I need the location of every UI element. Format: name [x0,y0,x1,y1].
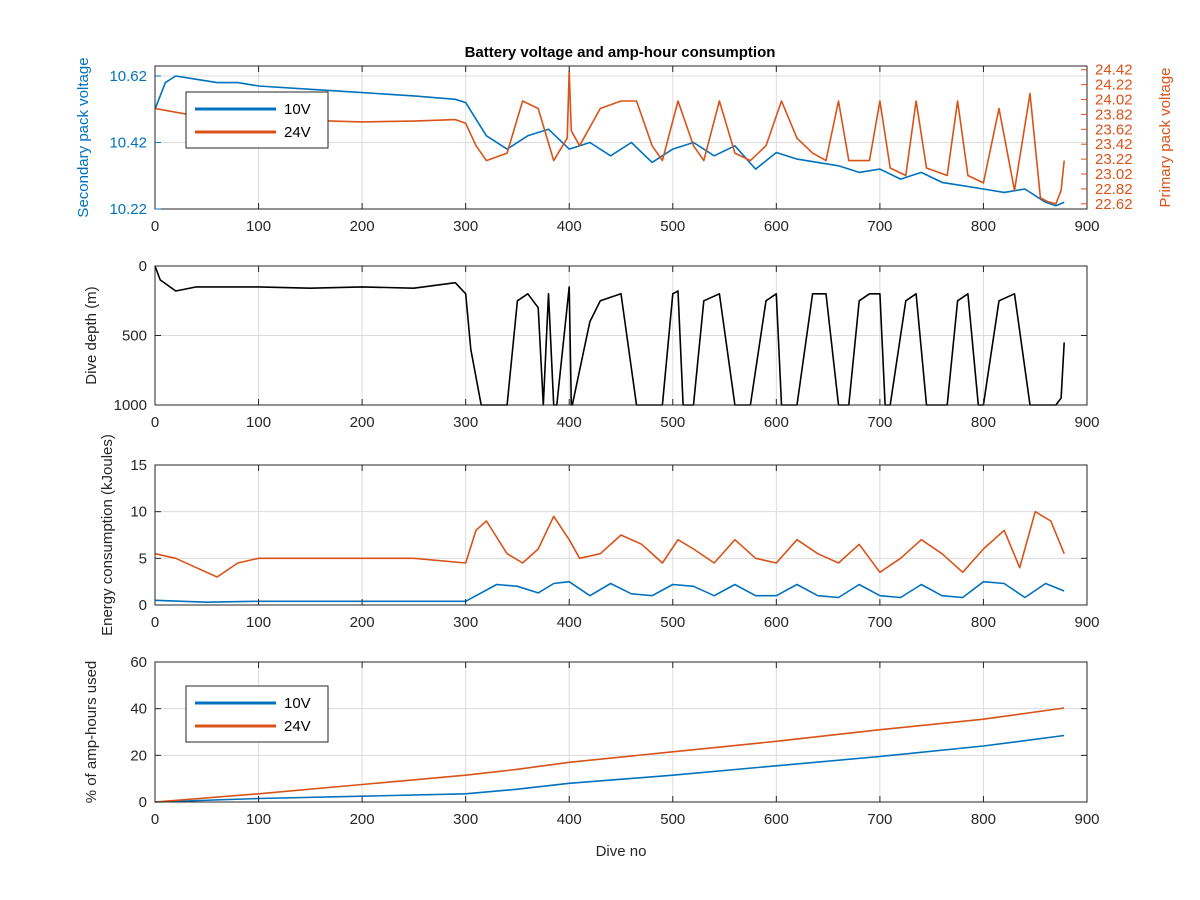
legend-box [185,685,329,743]
x-tick-label: 200 [350,811,375,828]
y-axis-label: % of amp-hours used [83,661,100,804]
x-tick-label: 100 [246,811,271,828]
x-tick-label: 500 [660,414,685,431]
x-tick-label: 300 [453,614,478,631]
x-tick-label: 0 [151,414,159,431]
y-tick-label-right: 23.42 [1095,136,1133,153]
y-tick-label: 0 [139,794,147,811]
x-tick-label: 100 [246,218,271,235]
y-tick-label: 500 [122,328,147,345]
y-tick-label: 0 [139,597,147,614]
series-line-24v [154,70,1065,205]
x-tick-label: 700 [867,218,892,235]
x-tick-label: 400 [557,218,582,235]
y-tick-label-right: 24.42 [1095,62,1133,79]
series-line-10v [154,75,1065,207]
y-axis-label: Dive depth (m) [83,286,100,384]
x-tick-label: 800 [971,218,996,235]
plot-area: 0 100 200 300 400 500 600 700 800 90010.2210.4210… [75,57,1174,860]
subplot-2: 0 100 200 300 400 500 600 700 800 900 0 500 1000 Dive… [83,258,1100,431]
x-tick-label: 100 [246,614,271,631]
x-tick-label: 0 [151,614,159,631]
x-tick-label: 300 [453,811,478,828]
y-tick-label-right: 23.22 [1095,151,1133,168]
y-axis-label: Secondary pack voltage [75,57,92,217]
y-tick-label: 0 [139,258,147,275]
x-tick-label: 400 [557,414,582,431]
x-tick-label: 0 [151,218,159,235]
x-tick-label: 600 [764,614,789,631]
y-tick-label: 5 [139,550,147,567]
x-tick-label: 800 [971,811,996,828]
x-tick-label: 900 [1074,614,1099,631]
subplot-1: 0 100 200 300 400 500 600 700 800 900 10.22 10.42 10… [75,57,1174,235]
x-tick-label: 600 [764,218,789,235]
y-axis-label-right: Primary pack voltage [1157,67,1174,207]
y-axis-label: Energy consumption (kJoules) [99,434,116,636]
y-tick-label-right: 23.82 [1095,106,1133,123]
y-tick-label: 10.22 [109,201,147,218]
x-tick-label: 500 [660,811,685,828]
y-tick-label-right: 24.22 [1095,77,1133,94]
x-tick-label: 400 [557,811,582,828]
axes-box [154,464,1088,606]
x-tick-label: 800 [971,414,996,431]
series-line-line-1 [154,510,1065,578]
y-tick-label: 20 [130,747,147,764]
legend-label-10v: 10V [284,695,311,712]
x-tick-label: 900 [1074,414,1099,431]
legend-label-24v: 24V [284,124,311,141]
legend-label-10v: 10V [284,101,311,118]
subplot-3: 0 100 200 300 400 500 600 700 800 900 0 5 10 15 Energy… [99,434,1100,636]
x-tick-label: 200 [350,414,375,431]
subplot-4: 0 100 200 300 400 500 600 700 800 900 0 20 40 60 % of … [83,654,1100,860]
x-axis-label: Dive no [596,843,647,860]
x-tick-label: 300 [453,414,478,431]
x-tick-label: 600 [764,414,789,431]
y-tick-label: 10.62 [109,68,147,85]
axes-box [154,661,1088,803]
y-tick-label-right: 22.82 [1095,181,1133,198]
x-tick-label: 200 [350,218,375,235]
x-tick-label: 400 [557,614,582,631]
y-tick-label: 10 [130,504,147,521]
y-tick-label: 10.42 [109,134,147,151]
y-tick-label-right: 23.02 [1095,166,1133,183]
x-tick-label: 700 [867,414,892,431]
series-line-10v [154,734,1065,803]
y-tick-label: 15 [130,457,147,474]
x-tick-label: 300 [453,218,478,235]
chart-title: Battery voltage and amp-hour consumption [465,44,776,61]
x-tick-label: 700 [867,811,892,828]
x-tick-label: 0 [151,811,159,828]
x-tick-label: 200 [350,614,375,631]
x-tick-label: 500 [660,218,685,235]
x-tick-label: 500 [660,614,685,631]
y-tick-label-right: 23.62 [1095,121,1133,138]
series-line-24v [154,707,1065,803]
x-tick-label: 900 [1074,811,1099,828]
y-tick-label: 60 [130,654,147,671]
legend-box [185,91,329,149]
y-tick-label-right: 24.02 [1095,92,1133,109]
x-tick-label: 700 [867,614,892,631]
x-tick-label: 900 [1074,218,1099,235]
axes-box [154,65,1088,210]
x-tick-label: 100 [246,414,271,431]
y-tick-label: 40 [130,701,147,718]
x-tick-label: 800 [971,614,996,631]
x-tick-label: 600 [764,811,789,828]
y-tick-label: 1000 [114,397,147,414]
series-line-line-1 [154,265,1065,406]
y-tick-label-right: 22.62 [1095,196,1133,213]
legend-label-24v: 24V [284,718,311,735]
